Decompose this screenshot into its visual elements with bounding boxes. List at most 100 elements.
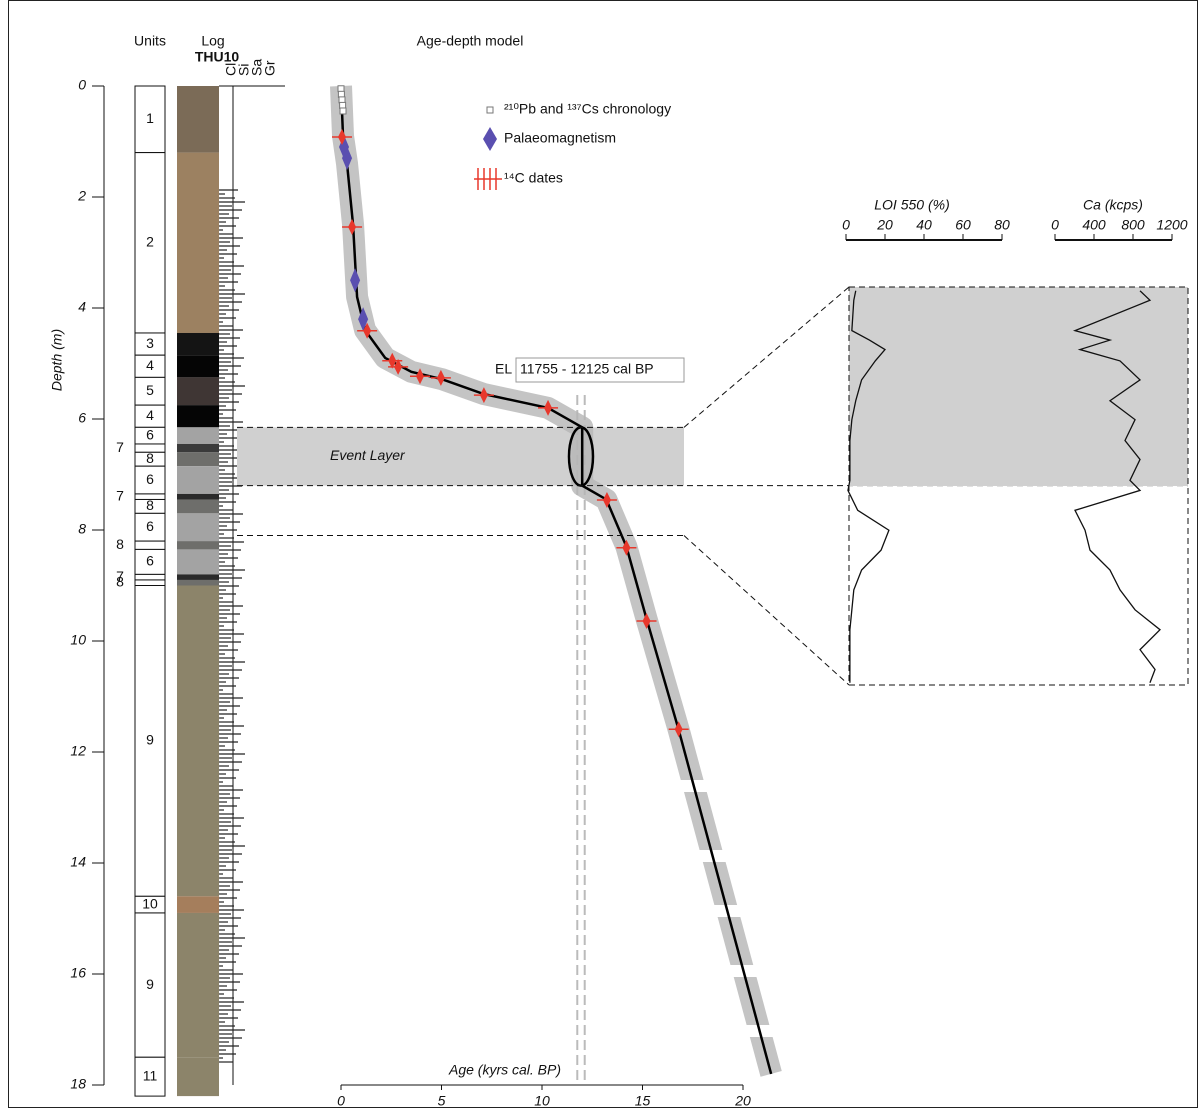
x-tick-label: 20 bbox=[876, 217, 893, 233]
log-layer bbox=[177, 152, 219, 333]
log-layer bbox=[177, 579, 219, 586]
y-tick-label: 16 bbox=[70, 965, 86, 981]
legend-label: Palaeomagnetism bbox=[504, 130, 616, 146]
c14-point bbox=[602, 492, 611, 509]
log-layer bbox=[177, 355, 219, 378]
log-layer bbox=[177, 466, 219, 494]
loi-axis-label: LOI 550 (%) bbox=[874, 197, 949, 213]
band-gap bbox=[660, 965, 820, 977]
unit-label: 9 bbox=[146, 732, 154, 748]
x-tick-label: 800 bbox=[1121, 217, 1145, 233]
unit-label: 5 bbox=[146, 382, 154, 398]
unit-label: 7 bbox=[116, 439, 124, 455]
x-tick-label: 400 bbox=[1082, 217, 1106, 233]
unit-label: 6 bbox=[146, 426, 154, 442]
c14-point bbox=[436, 369, 445, 386]
log-layer bbox=[177, 574, 219, 580]
unit-label: 9 bbox=[146, 976, 154, 992]
grain-size-label: Sa bbox=[249, 59, 265, 76]
unit-label: 2 bbox=[146, 233, 154, 249]
log-layer bbox=[177, 405, 219, 428]
log-layer bbox=[177, 549, 219, 575]
x-tick-label: 0 bbox=[337, 1093, 345, 1109]
band-gap bbox=[660, 905, 820, 917]
c14-point bbox=[622, 539, 631, 556]
legend-marker bbox=[486, 106, 494, 114]
y-tick-label: 10 bbox=[70, 632, 86, 648]
palaeomag-point bbox=[350, 268, 361, 293]
unit-label: 10 bbox=[142, 895, 158, 911]
grain-size-label: Cl bbox=[223, 63, 239, 76]
legend-label: ²¹⁰Pb and ¹³⁷Cs chronology bbox=[504, 101, 671, 117]
log-layer bbox=[177, 585, 219, 897]
x-axis-label: Age (kyrs cal. BP) bbox=[448, 1062, 561, 1078]
c14-point bbox=[544, 399, 553, 416]
pb-point bbox=[339, 107, 347, 115]
log-layer bbox=[177, 377, 219, 406]
log-layer bbox=[177, 427, 219, 444]
x-tick-label: 20 bbox=[734, 1093, 751, 1109]
event-age-prefix: EL bbox=[495, 361, 512, 377]
band-gap bbox=[660, 780, 820, 792]
unit-label: 7 bbox=[116, 568, 124, 584]
c14-point bbox=[394, 358, 403, 375]
unit-box bbox=[134, 540, 166, 550]
unit-label: 8 bbox=[116, 573, 124, 589]
unit-label: 4 bbox=[146, 357, 154, 373]
log-layer bbox=[177, 499, 219, 514]
x-tick-label: 5 bbox=[438, 1093, 446, 1109]
units-header: Units bbox=[134, 33, 166, 49]
connector bbox=[683, 535, 850, 686]
unit-label: 8 bbox=[146, 497, 154, 513]
grain-size-label: Gr bbox=[262, 60, 278, 76]
band-gap bbox=[660, 1025, 820, 1037]
band-gap bbox=[660, 850, 820, 862]
connector bbox=[683, 286, 850, 428]
y-tick-label: 14 bbox=[70, 854, 86, 870]
legend-marker bbox=[483, 127, 497, 151]
grain-size-label: Si bbox=[236, 64, 252, 76]
c14-point bbox=[479, 387, 488, 404]
log-header: Log bbox=[201, 33, 224, 49]
unit-box bbox=[134, 376, 166, 406]
event-age-box bbox=[515, 357, 685, 383]
curve bbox=[847, 290, 890, 683]
log-layer bbox=[177, 912, 219, 1058]
c14-point bbox=[363, 322, 372, 339]
log-layer bbox=[177, 1057, 219, 1097]
c14-point bbox=[674, 721, 683, 738]
unit-label: 3 bbox=[146, 335, 154, 351]
c14-point bbox=[642, 613, 651, 630]
log-layer bbox=[177, 513, 219, 542]
y-tick-label: 18 bbox=[70, 1076, 86, 1092]
x-tick-label: 1200 bbox=[1156, 217, 1187, 233]
unit-box bbox=[134, 465, 166, 495]
unit-label: 6 bbox=[146, 518, 154, 534]
y-tick-label: 8 bbox=[78, 521, 86, 537]
ca-axis-label: Ca (kcps) bbox=[1083, 197, 1143, 213]
y-axis-label: Depth (m) bbox=[49, 329, 65, 391]
unit-label: 6 bbox=[146, 471, 154, 487]
unit-box bbox=[134, 573, 166, 581]
log-layer bbox=[177, 493, 219, 500]
x-tick-label: 10 bbox=[534, 1093, 550, 1109]
unit-box bbox=[134, 912, 166, 1058]
unit-label: 11 bbox=[143, 1067, 158, 1083]
curve bbox=[1072, 290, 1161, 684]
palaeomag-point bbox=[342, 146, 353, 171]
x-tick-label: 0 bbox=[1051, 217, 1059, 233]
x-tick-label: 0 bbox=[842, 217, 850, 233]
chart-title: Age-depth model bbox=[417, 33, 524, 49]
log-layer bbox=[177, 452, 219, 467]
x-tick-label: 40 bbox=[916, 217, 932, 233]
unit-label: 8 bbox=[116, 536, 124, 552]
y-tick-label: 0 bbox=[78, 77, 86, 93]
log-layer bbox=[177, 896, 219, 913]
y-tick-label: 12 bbox=[70, 743, 86, 759]
unit-label: 1 bbox=[146, 110, 154, 126]
y-tick-label: 6 bbox=[78, 410, 86, 426]
model-line bbox=[339, 85, 773, 1075]
x-tick-label: 80 bbox=[994, 217, 1010, 233]
frame bbox=[8, 0, 1198, 1108]
